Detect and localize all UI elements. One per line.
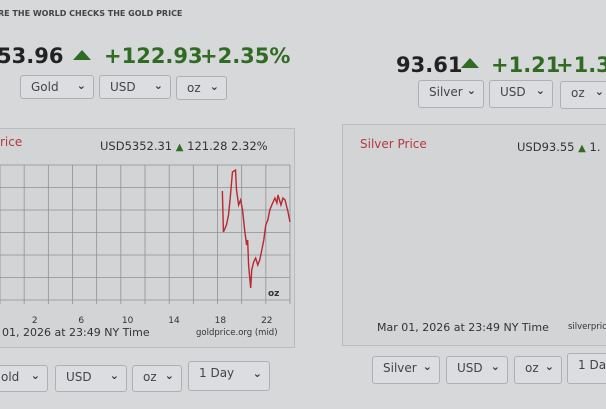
site-tagline: RE THE WORLD CHECKS THE GOLD PRICE [0, 9, 183, 18]
currency-select-value: USD [66, 370, 92, 384]
gold-price-line [221, 168, 291, 289]
unit-select[interactable]: oz ⌄ [176, 76, 227, 100]
gold-x-tick: 18 [215, 316, 227, 326]
gold-x-tick: 14 [168, 316, 180, 326]
silver-source-link[interactable]: silverpric [568, 322, 606, 332]
chevron-down-icon: ⌄ [544, 360, 554, 373]
gold-price: 53.96 [0, 44, 64, 68]
unit-select-value: oz [525, 361, 539, 375]
currency-select[interactable]: USD ⌄ [99, 75, 171, 99]
silver-change: +1.21 [491, 53, 561, 77]
gold-change: +122.93 [104, 44, 203, 68]
chevron-down-icon: ⌄ [594, 85, 604, 98]
metal-select-bottom[interactable]: Silver ⌄ [372, 356, 440, 384]
currency-select-value: USD [110, 80, 136, 94]
gold-x-tick: 10 [122, 316, 134, 326]
currency-select-value: USD [500, 85, 526, 99]
metal-select-value: Gold [31, 80, 59, 94]
metal-select[interactable]: Silver ⌄ [418, 80, 484, 108]
chevron-down-icon: ⌄ [164, 369, 174, 382]
unit-select-bottom[interactable]: oz ⌄ [132, 365, 182, 392]
chevron-down-icon: ⌄ [535, 84, 545, 97]
range-select[interactable]: 1 Day ⌄ [188, 361, 270, 391]
gold-x-tick: 22 [261, 316, 272, 326]
metal-select-bottom[interactable]: old ⌄ [0, 365, 48, 392]
currency-select-bottom[interactable]: USD ⌄ [446, 356, 508, 384]
metal-select[interactable]: Gold ⌄ [20, 75, 94, 99]
chevron-down-icon: ⌄ [252, 367, 262, 380]
gold-chart-change-pct: 2.32% [231, 139, 268, 153]
gold-unit-label: oz [268, 289, 280, 299]
range-select[interactable]: 1 Day [567, 353, 606, 384]
chevron-down-icon: ⌄ [109, 369, 119, 382]
gold-change-pct: +2.35% [200, 44, 291, 68]
unit-select-value: oz [143, 370, 157, 384]
silver-change-pct: +1.30 [556, 53, 606, 77]
gold-chart-price-value: USD5352.31 [100, 139, 173, 153]
triangle-up-icon [461, 58, 479, 68]
range-select-value: 1 Day [578, 358, 606, 372]
metal-select-value: old [1, 370, 20, 384]
unit-select-value: oz [571, 86, 585, 100]
silver-price: 93.61 [396, 53, 463, 77]
gold-x-tick: 6 [78, 316, 84, 326]
silver-chart-price-value: USD93.55 [517, 140, 575, 154]
unit-select-bottom[interactable]: oz ⌄ [514, 356, 562, 384]
unit-select-value: oz [187, 81, 201, 95]
metal-select-value: Silver [429, 85, 463, 99]
triangle-up-icon: ▲ [175, 142, 184, 153]
currency-select[interactable]: USD ⌄ [489, 80, 553, 108]
gold-chart-price: USD5352.31 ▲ 121.28 2.32% [100, 139, 268, 153]
gold-source-link[interactable]: goldprice.org (mid) [196, 328, 278, 338]
triangle-up-icon: ▲ [578, 143, 586, 154]
currency-select-value: USD [457, 361, 483, 375]
silver-chart-price: USD93.55 ▲ 1. [517, 140, 601, 154]
chevron-down-icon: ⌄ [76, 79, 86, 92]
chevron-down-icon: ⌄ [466, 84, 476, 97]
currency-select-bottom[interactable]: USD ⌄ [55, 365, 127, 392]
gold-timestamp: 01, 2026 at 23:49 NY Time [2, 326, 150, 339]
silver-chart-change: 1. [589, 140, 601, 154]
chevron-down-icon: ⌄ [30, 369, 40, 382]
chevron-down-icon: ⌄ [422, 360, 432, 373]
range-select-value: 1 Day [199, 366, 235, 380]
silver-chart-panel [342, 124, 606, 346]
silver-chart-title: Silver Price [360, 137, 427, 151]
chevron-down-icon: ⌄ [209, 80, 219, 93]
chevron-down-icon: ⌄ [153, 79, 163, 92]
metal-select-value: Silver [383, 361, 417, 375]
gold-chart-change: 121.28 [187, 139, 228, 153]
triangle-up-icon [73, 50, 91, 60]
silver-timestamp: Mar 01, 2026 at 23:49 NY Time [377, 321, 549, 334]
gold-x-tick: 2 [32, 316, 38, 326]
unit-select[interactable]: oz ⌄ [560, 81, 606, 109]
gold-chart-title: rice [0, 135, 23, 149]
chevron-down-icon: ⌄ [490, 360, 500, 373]
